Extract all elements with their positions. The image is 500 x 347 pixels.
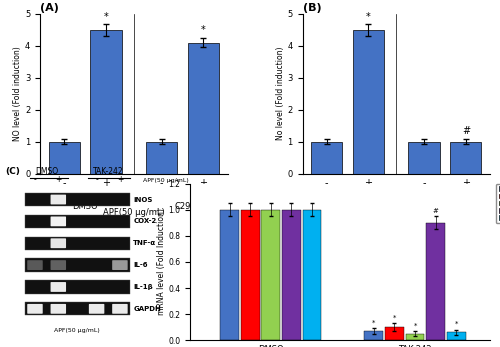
Text: APF(50 μg/mL): APF(50 μg/mL) (143, 178, 189, 183)
Text: *: * (393, 314, 396, 321)
Bar (385, 327, 404, 340)
Bar (146, 142, 177, 174)
Text: DMSO: DMSO (72, 202, 98, 211)
Text: +: + (55, 175, 62, 184)
Bar (450, 142, 482, 174)
Y-axis label: NO level (Fold induction): NO level (Fold induction) (13, 46, 22, 141)
Bar (282, 210, 301, 340)
FancyBboxPatch shape (50, 217, 66, 226)
FancyBboxPatch shape (50, 282, 66, 292)
FancyBboxPatch shape (112, 260, 128, 270)
Bar (25, 302, 130, 315)
X-axis label: APF(50 μg/mL): APF(50 μg/mL) (366, 208, 427, 217)
Bar (447, 332, 466, 340)
Y-axis label: mRNA level (Fold Induction): mRNA level (Fold Induction) (156, 209, 166, 315)
Bar (353, 30, 384, 174)
Text: COX-2: COX-2 (133, 218, 156, 225)
Text: TNF-α: TNF-α (133, 240, 156, 246)
Text: (B): (B) (302, 3, 321, 13)
Text: #: # (432, 208, 438, 214)
FancyBboxPatch shape (50, 260, 66, 270)
Bar (426, 223, 445, 340)
Text: -: - (95, 175, 98, 184)
Bar (25, 215, 130, 228)
Text: DMSO: DMSO (35, 167, 58, 176)
Text: TAK-242: TAK-242 (428, 202, 462, 211)
Y-axis label: No level (Fold induction): No level (Fold induction) (276, 47, 284, 141)
Bar (311, 142, 342, 174)
Text: C29: C29 (174, 202, 190, 211)
Text: *: * (366, 11, 371, 22)
FancyBboxPatch shape (27, 260, 42, 270)
Bar (241, 210, 260, 340)
Text: GAPDH: GAPDH (133, 306, 161, 312)
FancyBboxPatch shape (112, 304, 128, 314)
Bar (262, 210, 280, 340)
Bar (406, 333, 424, 340)
Text: IL-6: IL-6 (133, 262, 148, 268)
Text: *: * (454, 321, 458, 327)
Text: *: * (414, 322, 416, 328)
Bar (25, 193, 130, 206)
Text: *: * (104, 11, 108, 22)
Text: iNOS: iNOS (133, 196, 152, 203)
Bar (408, 142, 440, 174)
Text: -: - (34, 175, 36, 184)
Text: #: # (462, 126, 470, 136)
X-axis label: APF(50 μg/mL): APF(50 μg/mL) (103, 208, 164, 217)
Text: IL-1β: IL-1β (133, 284, 153, 290)
Text: (A): (A) (40, 3, 59, 13)
Bar (90, 30, 122, 174)
Bar (25, 280, 130, 294)
FancyBboxPatch shape (50, 195, 66, 204)
Bar (302, 210, 322, 340)
FancyBboxPatch shape (27, 304, 42, 314)
Bar (25, 237, 130, 250)
Text: +: + (116, 175, 123, 184)
Text: (C): (C) (5, 167, 20, 176)
Bar (220, 210, 239, 340)
Text: TAK-242: TAK-242 (93, 167, 124, 176)
Legend: iNOS, COX-2, TNF-α, IL-6, IL-1B: iNOS, COX-2, TNF-α, IL-6, IL-1B (496, 184, 500, 223)
Text: *: * (372, 320, 376, 326)
FancyBboxPatch shape (50, 304, 66, 314)
Bar (48, 142, 80, 174)
FancyBboxPatch shape (89, 304, 104, 314)
Text: DMSO: DMSO (334, 202, 360, 211)
Text: *: * (201, 25, 205, 35)
Bar (364, 331, 383, 340)
Bar (25, 259, 130, 272)
Text: APF(50 μg/mL): APF(50 μg/mL) (54, 328, 100, 332)
Bar (188, 43, 219, 174)
FancyBboxPatch shape (50, 238, 66, 248)
